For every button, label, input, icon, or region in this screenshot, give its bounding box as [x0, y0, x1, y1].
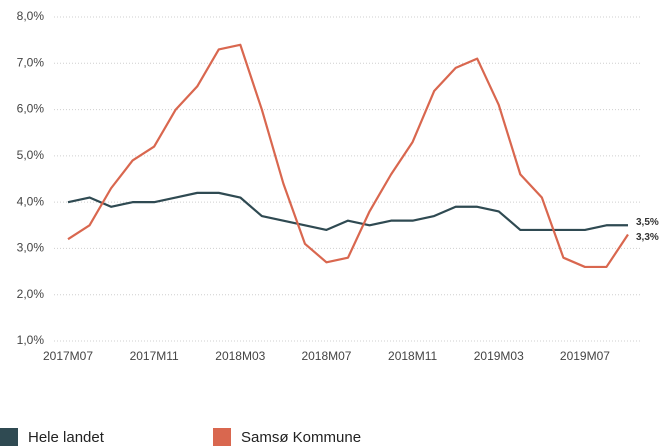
y-tick-label: 5,0%	[17, 148, 45, 162]
x-tick-label: 2018M03	[215, 349, 265, 363]
x-tick-label: 2019M03	[474, 349, 524, 363]
y-tick-label: 3,0%	[17, 241, 45, 255]
y-tick-label: 1,0%	[17, 333, 45, 347]
x-tick-label: 2018M07	[301, 349, 351, 363]
y-tick-label: 6,0%	[17, 102, 45, 116]
x-tick-label: 2019M07	[560, 349, 610, 363]
value-label: 3,3%	[636, 232, 659, 243]
y-tick-label: 8,0%	[17, 9, 45, 23]
y-tick-label: 7,0%	[17, 55, 45, 69]
line	[67, 191, 628, 232]
line	[67, 43, 629, 269]
x-tick-label: 2017M07	[43, 349, 93, 363]
legend-swatch	[213, 428, 231, 446]
x-tick-label: 2017M11	[130, 349, 179, 363]
y-tick-label: 2,0%	[17, 287, 45, 301]
value-label: 3,5%	[636, 217, 659, 228]
legend-label: Samsø Kommune	[241, 429, 361, 446]
y-tick-label: 4,0%	[17, 194, 45, 208]
legend-swatch	[0, 428, 18, 446]
x-tick-label: 2018M11	[388, 349, 437, 363]
legend-label: Hele landet	[28, 429, 105, 446]
